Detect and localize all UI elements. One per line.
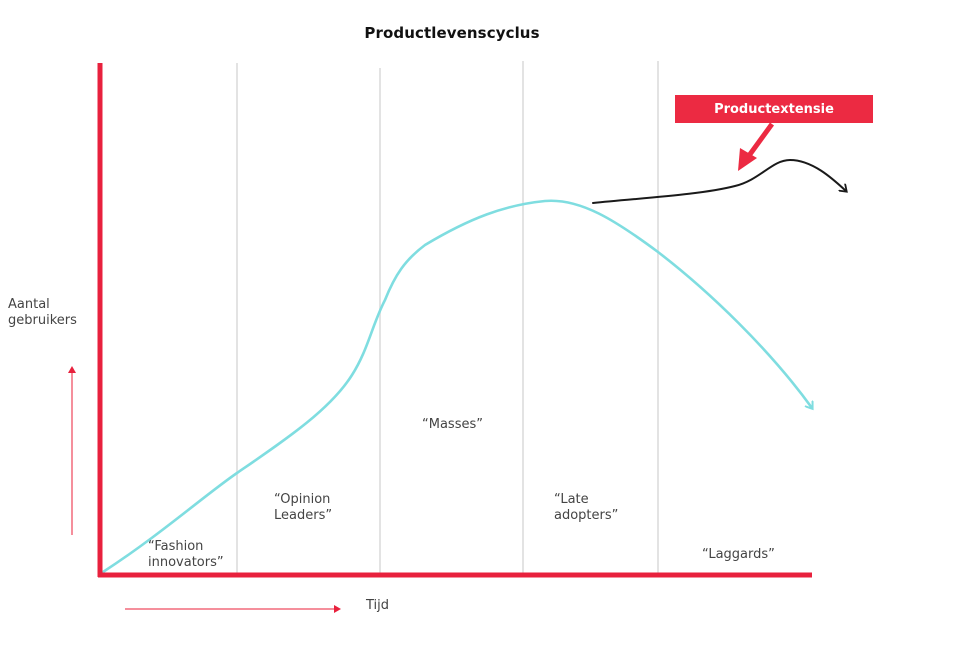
axes [97,63,812,578]
life-cycle-curve [101,199,812,574]
x-axis-label: Tijd [366,598,390,613]
stage-label-late-adopters: “Late adopters” [554,492,618,524]
stage-label-opinion-leaders: “Opinion Leaders” [274,492,332,524]
stage-label-line: adopters” [554,508,619,523]
stage-label-line: “Fashion [148,539,204,554]
stage-label-line: “Masses” [422,417,483,432]
stage-label-line: “Late [554,492,589,507]
stage-label-masses: “Masses” [422,417,483,433]
productextensie-callout: Productextensie [675,95,873,123]
y-axis-label-line1: Aantal [8,297,50,312]
stage-gridlines [236,61,659,573]
y-axis-arrow-icon [68,366,76,535]
callout-arrow-icon [738,122,775,171]
y-axis-label: Aantal gebruikers [8,297,77,329]
chart-title: Productlevenscyclus [364,24,540,42]
extension-curve [592,158,846,204]
stage-label-line: “Opinion [274,492,331,507]
stage-label-line: innovators” [148,555,224,570]
stage-label-laggards: “Laggards” [702,547,775,563]
stage-label-line: Leaders” [274,508,333,523]
y-axis-label-line2: gebruikers [8,313,77,328]
stage-label-fashion-innovators: “Fashion innovators” [148,539,224,571]
x-axis-arrow-icon [125,605,341,613]
stage-label-line: “Laggards” [702,547,775,562]
